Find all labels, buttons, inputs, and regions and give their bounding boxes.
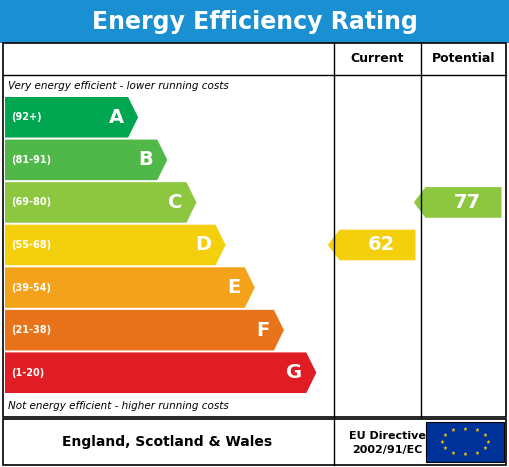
Text: (39-54): (39-54) — [11, 283, 51, 292]
Polygon shape — [414, 187, 501, 218]
Text: (1-20): (1-20) — [11, 368, 44, 378]
Polygon shape — [5, 310, 284, 350]
Bar — [3, 419, 506, 465]
Text: (81-91): (81-91) — [11, 155, 51, 165]
Text: Very energy efficient - lower running costs: Very energy efficient - lower running co… — [8, 81, 229, 91]
Text: ★: ★ — [439, 439, 444, 445]
Text: England, Scotland & Wales: England, Scotland & Wales — [62, 435, 272, 449]
Text: Current: Current — [351, 52, 404, 65]
Text: ★: ★ — [451, 451, 456, 456]
Text: Energy Efficiency Rating: Energy Efficiency Rating — [92, 9, 417, 34]
Text: ★: ★ — [483, 433, 488, 438]
Text: Potential: Potential — [432, 52, 495, 65]
Text: 2002/91/EC: 2002/91/EC — [352, 445, 422, 455]
Text: ★: ★ — [474, 428, 479, 433]
Text: D: D — [195, 235, 212, 255]
Polygon shape — [5, 225, 225, 265]
Bar — [3, 43, 506, 417]
Text: F: F — [257, 321, 270, 340]
Text: C: C — [168, 193, 182, 212]
Text: ★: ★ — [442, 446, 447, 451]
Bar — [0, 0, 509, 43]
Text: ★: ★ — [442, 433, 447, 438]
Text: EU Directive: EU Directive — [349, 431, 426, 441]
Polygon shape — [5, 97, 138, 138]
Polygon shape — [328, 230, 415, 260]
Text: G: G — [286, 363, 302, 382]
Text: (21-38): (21-38) — [11, 325, 51, 335]
Text: ★: ★ — [463, 427, 467, 432]
Bar — [426, 422, 504, 462]
Text: B: B — [138, 150, 153, 170]
Text: (92+): (92+) — [11, 112, 42, 122]
Text: Not energy efficient - higher running costs: Not energy efficient - higher running co… — [8, 401, 229, 411]
Text: 62: 62 — [368, 235, 395, 255]
Text: ★: ★ — [451, 428, 456, 433]
Text: (69-80): (69-80) — [11, 198, 51, 207]
Text: 77: 77 — [454, 193, 481, 212]
Text: (55-68): (55-68) — [11, 240, 51, 250]
Polygon shape — [5, 140, 167, 180]
Text: ★: ★ — [474, 451, 479, 456]
Polygon shape — [5, 267, 255, 308]
Text: ★: ★ — [486, 439, 491, 445]
Polygon shape — [5, 182, 196, 223]
Polygon shape — [5, 353, 316, 393]
Text: ★: ★ — [463, 453, 467, 457]
Text: ★: ★ — [483, 446, 488, 451]
Text: E: E — [228, 278, 241, 297]
Text: A: A — [109, 108, 124, 127]
